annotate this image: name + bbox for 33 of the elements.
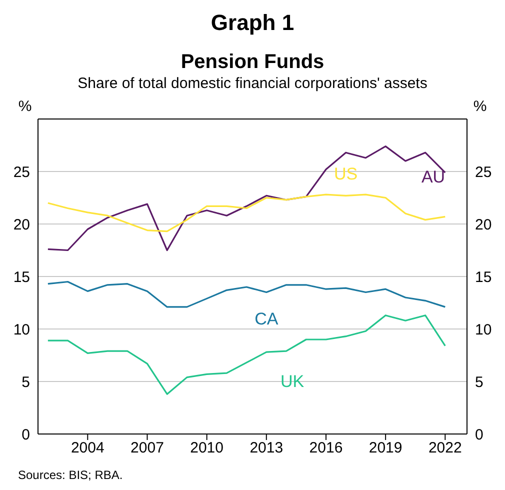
chart-subtitle: Share of total domestic financial corporations' assets [76,74,428,94]
x-tick-label: 2010 [190,440,224,457]
series-label: AU [421,168,446,187]
y2-tick-label: 0 [475,426,484,444]
y-tick-label: 0 [22,426,30,444]
y2-tick-label: 25 [475,164,492,181]
x-tick-label: 2016 [309,440,343,457]
y-tick-label: 5 [22,374,30,391]
y-tick-label: 15 [13,268,30,286]
x-tick-label: 2022 [428,440,462,457]
series-label: UK [280,372,305,392]
y2-tick-label: 20 [475,216,492,234]
source-note: Sources: BIS; RBA. [18,468,124,482]
caption: Graph 1 [210,9,296,37]
y2-axis-title: % [473,98,487,115]
line-series [47,314,446,395]
y-tick-label: 20 [13,216,30,234]
series-label: CA [254,309,279,328]
y2-tick-label: 10 [475,321,492,338]
y-tick-label: 25 [13,164,30,181]
chart-title: Pension Funds [180,50,326,74]
x-tick-label: 2013 [250,440,284,457]
y2-tick-label: 15 [475,268,492,286]
line-series [47,194,446,232]
line-series [47,146,446,252]
x-tick-label: 2019 [368,440,402,457]
series-label: US [334,164,358,184]
y-tick-label: 10 [13,321,30,338]
x-tick-label: 2007 [130,440,164,457]
line-series [47,280,446,308]
x-tick-label: 2004 [70,440,104,457]
y2-tick-label: 5 [475,374,484,391]
y-axis-title: % [18,98,32,115]
